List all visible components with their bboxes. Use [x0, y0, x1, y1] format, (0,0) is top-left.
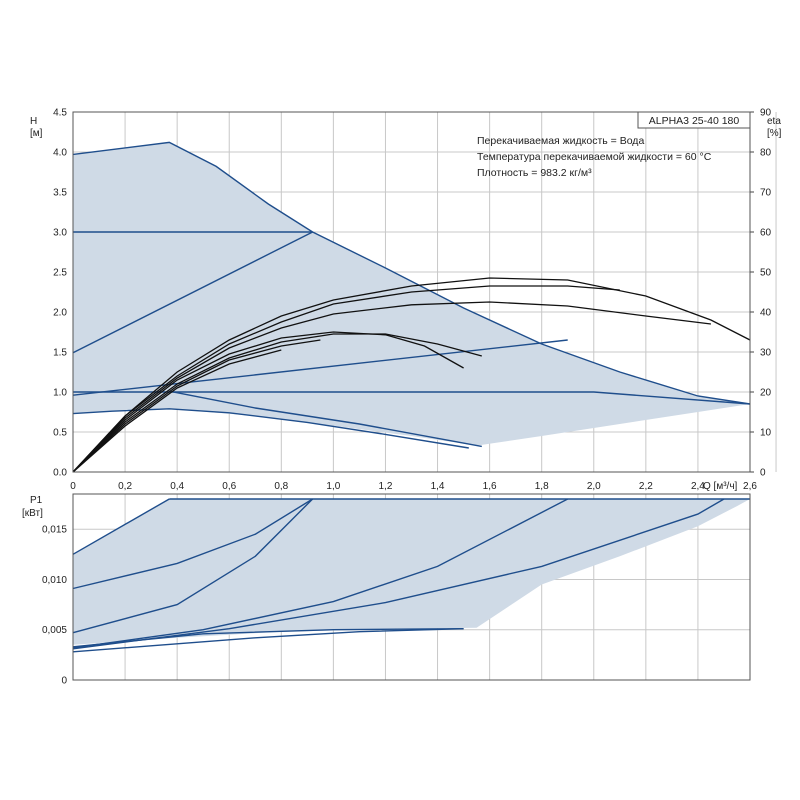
power-curve [72, 498, 314, 634]
x-tick-label: 1,8 [535, 481, 549, 492]
power-curve [72, 498, 313, 590]
y-tick-label: 0.5 [53, 428, 67, 439]
head-curve [72, 339, 568, 396]
y-tick-label: 0,005 [42, 625, 67, 636]
fluid-info-line: Перекачиваемая жидкость = Вода [477, 135, 644, 147]
y2-tick-label: 10 [760, 428, 772, 439]
y-tick-label: 3.5 [53, 188, 67, 199]
y-tick-label: 2.0 [53, 308, 67, 319]
y-tick-label: 0 [61, 676, 67, 687]
y-tick-label: 0.0 [53, 468, 67, 479]
y2-axis-title: eta [767, 116, 781, 127]
power-curve [72, 498, 569, 649]
y-axis-unit: [м] [30, 128, 43, 139]
head-curve-max [72, 141, 751, 405]
y2-tick-label: 40 [760, 308, 772, 319]
y-tick-label: 0,015 [42, 525, 67, 536]
x-tick-label: 2,0 [587, 481, 601, 492]
y2-tick-label: 60 [760, 228, 772, 239]
eta-curve [72, 349, 282, 473]
y2-tick-label: 80 [760, 148, 772, 159]
y2-tick-label: 90 [760, 108, 772, 119]
x-tick-label: 0,6 [222, 481, 236, 492]
y2-tick-label: 20 [760, 388, 772, 399]
x-tick-label: 1,4 [431, 481, 445, 492]
y-tick-label: 0,010 [42, 575, 67, 586]
head-efficiency-plot: 0 0,2 0,4 0,6 0,8 1,0 1,2 1,4 1,6 1,8 2,0 2,2 2,4 2,6… [30, 108, 782, 493]
y-tick-label: 1.0 [53, 388, 67, 399]
fluid-info-line: Температура перекачиваемой жидкости = 60… [477, 151, 712, 163]
eta-curve [72, 301, 711, 473]
y-axis-title: H [30, 116, 37, 127]
x-tick-label: 2,6 [743, 481, 757, 492]
y2-tick-label: 0 [760, 468, 766, 479]
eta-curve [72, 285, 620, 473]
x-tick-label: 1,0 [326, 481, 340, 492]
power-curve [72, 628, 464, 648]
plot-frame [72, 493, 751, 681]
fluid-info-line: Плотность = 983.2 кг/м³ [477, 167, 592, 179]
operating-area [73, 499, 750, 645]
power-curve [72, 498, 170, 555]
head-curve [169, 390, 482, 448]
head-curve [72, 231, 313, 354]
x-axis-unit: Q [м³/ч] [703, 481, 738, 492]
x-tick-label: 2,4 [691, 481, 705, 492]
x-tick-label: 1,6 [483, 481, 497, 492]
y2-axis-unit: [%] [767, 128, 782, 139]
y-tick-label: 4.0 [53, 148, 67, 159]
y-tick-label: 3.0 [53, 228, 67, 239]
y-axis-title: P1 [30, 495, 43, 506]
head-curve [72, 408, 469, 449]
eta-curve [72, 339, 321, 473]
y-tick-label: 2.5 [53, 268, 67, 279]
x-tick-label: 2,2 [639, 481, 653, 492]
y2-tick-label: 70 [760, 188, 772, 199]
x-tick-label: 0,2 [118, 481, 132, 492]
x-tick-label: 0,4 [170, 481, 184, 492]
eta-curve [72, 333, 482, 473]
operating-area [73, 142, 750, 446]
power-curve [72, 628, 464, 653]
y-axis-unit: [кВт] [22, 508, 43, 519]
x-tick-label: 0,8 [274, 481, 288, 492]
model-label: ALPHA3 25-40 180 [649, 115, 740, 127]
eta-curve [72, 331, 464, 473]
power-plot: 0 0,005 0,010 0,015 P1 [кВт] [22, 493, 751, 687]
x-tick-label: 0 [70, 481, 76, 492]
y2-tick-label: 30 [760, 348, 772, 359]
y-tick-label: 1.5 [53, 348, 67, 359]
x-tick-label: 1,2 [379, 481, 393, 492]
y-tick-label: 4.5 [53, 108, 67, 119]
head-curve [73, 391, 751, 405]
eta-curve [72, 277, 751, 473]
plot-frame [72, 111, 751, 473]
power-curve [72, 498, 725, 650]
model-box [637, 111, 751, 129]
y2-tick-label: 50 [760, 268, 772, 279]
